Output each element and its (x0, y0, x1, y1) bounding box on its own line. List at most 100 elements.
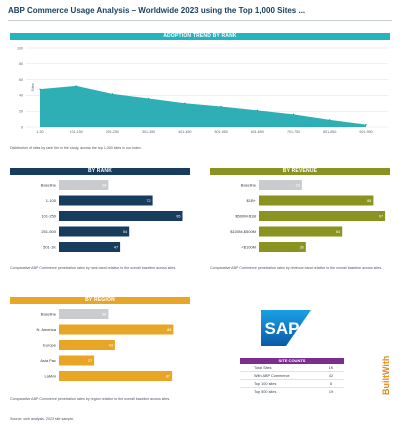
brand-wordmark: BuiltWith (381, 355, 391, 395)
bar-value-label: 64 (336, 230, 340, 234)
bar-value-label: 88 (167, 328, 171, 332)
bar (259, 195, 374, 206)
trend-point (365, 124, 367, 126)
bar-value-label: 38 (102, 183, 106, 187)
site-count-legend: SITE COUNTS Total Sites 1K With ABP Comm… (240, 358, 344, 395)
trend-point (39, 88, 41, 90)
bar-category-label: N. America (36, 327, 56, 332)
bar (259, 242, 306, 252)
bar-category-label: LatAm (44, 373, 56, 378)
bar-value-label: 43 (109, 343, 113, 347)
bar (59, 324, 174, 335)
region-section-header: BY REGION (10, 297, 190, 304)
legend-row-value: 6 (329, 381, 333, 386)
legend-row-value: 42 (328, 373, 334, 378)
revenue-note: Comparative ABP Commerce penetration rat… (210, 266, 383, 270)
sap-logo: SAP (261, 310, 311, 346)
trend-xtick-label: 901-950 (359, 130, 372, 134)
bar (59, 180, 109, 190)
bar-value-label: 88 (367, 199, 371, 203)
bar (59, 340, 115, 350)
trend-xtick-label: 101-150 (70, 130, 83, 134)
source-note: Source: web analysis, 2023 site sample. (10, 417, 75, 421)
legend-row-value: 1K (328, 365, 334, 370)
trend-xtick-label: 1-50 (36, 130, 43, 134)
trend-point (184, 102, 186, 104)
bar-category-label: <$100M (241, 244, 256, 249)
bar (59, 309, 109, 319)
bar-category-label: $100M-$500M (230, 229, 256, 234)
trend-xtick-label: 501-550 (215, 130, 228, 134)
legend-row-value: 19 (328, 389, 334, 394)
legend-row: Top 100 sites 6 (240, 380, 344, 388)
bar-category-label: 501-1K (43, 244, 56, 249)
legend-row: Total Sites 1K (240, 364, 344, 372)
trend-xtick-label: 701-750 (287, 130, 300, 134)
bar (259, 180, 302, 190)
legend-row: Top 500 sites 19 (240, 388, 344, 395)
rank-bar-chart: Baseline 38 1-100 72 101-250 95 251-500 54 501-1… (41, 180, 183, 252)
bar-value-label: 33 (296, 183, 300, 187)
trend-ylabel: Sites (31, 83, 35, 91)
legend-row: With ABP Commerce 42 (240, 372, 344, 380)
trend-chart: 100 80 60 40 20 0 1-50 101-150 201-250 301-350 401… (17, 46, 388, 134)
trend-ytick-label: 0 (21, 125, 23, 129)
title-divider (8, 20, 392, 21)
bar-value-label: 27 (88, 359, 92, 363)
trend-point (75, 85, 77, 87)
trend-point (292, 113, 295, 115)
bar (59, 355, 95, 366)
bar (59, 211, 183, 221)
trend-section-header: ADOPTION TREND BY RANK (10, 33, 390, 40)
trend-point (148, 97, 150, 100)
region-note: Comparative ABP Commerce penetration rat… (10, 397, 171, 401)
bar-category-label: 1-100 (46, 198, 57, 203)
bar-category-label: $1B+ (247, 198, 257, 203)
bar-value-label: 95 (176, 214, 180, 218)
trend-point (329, 119, 331, 121)
trend-point (220, 105, 222, 108)
trend-xtick-label: 301-350 (142, 130, 155, 134)
trend-ytick-label: 60 (19, 78, 23, 82)
bar-value-label: 97 (379, 214, 383, 218)
bar-value-label: 47 (114, 245, 118, 249)
trend-xtick-label: 601-650 (251, 130, 264, 134)
bar (259, 226, 343, 237)
bar-category-label: Baseline (241, 182, 257, 187)
bar-value-label: 54 (123, 230, 127, 234)
bar-value-label: 87 (166, 374, 170, 378)
trend-point (256, 109, 258, 112)
bar (59, 195, 153, 206)
trend-note: Distribution of sites by rank tier in th… (10, 146, 142, 150)
rank-note: Comparative ABP Commerce penetration rat… (10, 266, 177, 270)
revenue-section-header: BY REVENUE (210, 168, 390, 175)
trend-ytick-label: 80 (19, 62, 23, 66)
bar-category-label: $500M-$1B (235, 213, 256, 218)
trend-xtick-label: 801-850 (323, 130, 336, 134)
trend-ytick-label: 100 (17, 46, 23, 50)
trend-point (111, 93, 114, 95)
bar (59, 242, 121, 252)
region-bar-chart: Baseline 38 N. America 88 Europe 43 Asia Pac 27… (36, 309, 174, 381)
legend-row-label: With ABP Commerce (254, 373, 290, 378)
bar-category-label: Baseline (41, 311, 57, 316)
trend-ytick-label: 20 (19, 110, 23, 114)
bar-value-label: 38 (102, 312, 106, 316)
bar-category-label: 101-250 (41, 213, 56, 218)
bar (259, 211, 386, 221)
bar-category-label: Europe (43, 342, 57, 347)
bar-category-label: 251-500 (41, 229, 56, 234)
trend-ytick-label: 40 (19, 94, 23, 98)
trend-area-series (40, 85, 366, 127)
trend-xtick-label: 401-450 (178, 130, 191, 134)
legend-row-label: Total Sites (254, 365, 272, 370)
bar-category-label: Asia Pac (40, 358, 56, 363)
legend-row-label: Top 500 sites (254, 389, 277, 394)
revenue-bar-chart: Baseline 33 $1B+ 88 $500M-$1B 97 $100M-$500M 64… (230, 180, 386, 252)
bar-value-label: 36 (300, 245, 304, 249)
bar (59, 371, 173, 381)
trend-xtick-label: 201-250 (106, 130, 119, 134)
bar-value-label: 72 (146, 199, 150, 203)
legend-row-label: Top 100 sites (254, 381, 277, 386)
legend-heading: SITE COUNTS (240, 358, 344, 364)
